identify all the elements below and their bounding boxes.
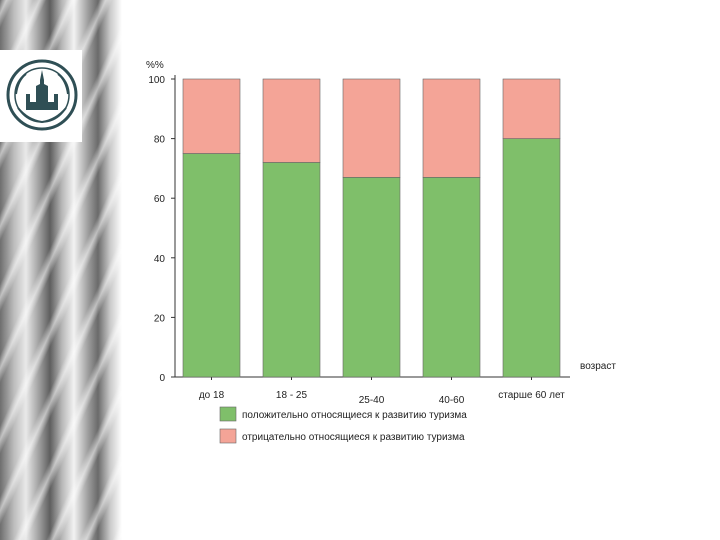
bar-segment-positive [262,162,321,378]
y-tick-label: 20 [154,313,166,324]
bar-segment-positive [502,138,561,378]
bar-segment-negative [502,78,561,139]
bar-segment-negative [262,78,321,163]
bar-segment-positive [182,153,241,378]
bar-segment-positive [342,177,401,378]
y-tick-label: 0 [159,373,165,384]
x-axis-label: возраст [580,361,616,372]
x-tick-label: до 18 [199,390,225,401]
x-tick-label: 18 - 25 [276,390,308,401]
legend-swatch-negative [219,428,237,444]
x-tick-label: 25-40 [359,395,385,406]
bar-segment-positive [422,177,481,378]
bar-segment-negative [182,78,241,154]
legend-swatch-positive [219,406,237,422]
university-emblem-icon [0,50,82,142]
bar-segment-negative [422,78,481,178]
y-tick-label: 100 [148,75,165,86]
bar-segment-negative [342,78,401,178]
y-tick-label: 40 [154,254,166,265]
y-axis-label: %% [146,60,164,71]
x-tick-label: 40-60 [439,395,465,406]
y-tick-label: 80 [154,135,166,146]
y-tick-label: 60 [154,194,166,205]
legend-label-negative: отрицательно относящиеся к развитию тури… [242,432,465,443]
x-tick-label: старше 60 лет [498,390,565,401]
legend-label-positive: положительно относящиеся к развитию тури… [242,410,467,421]
